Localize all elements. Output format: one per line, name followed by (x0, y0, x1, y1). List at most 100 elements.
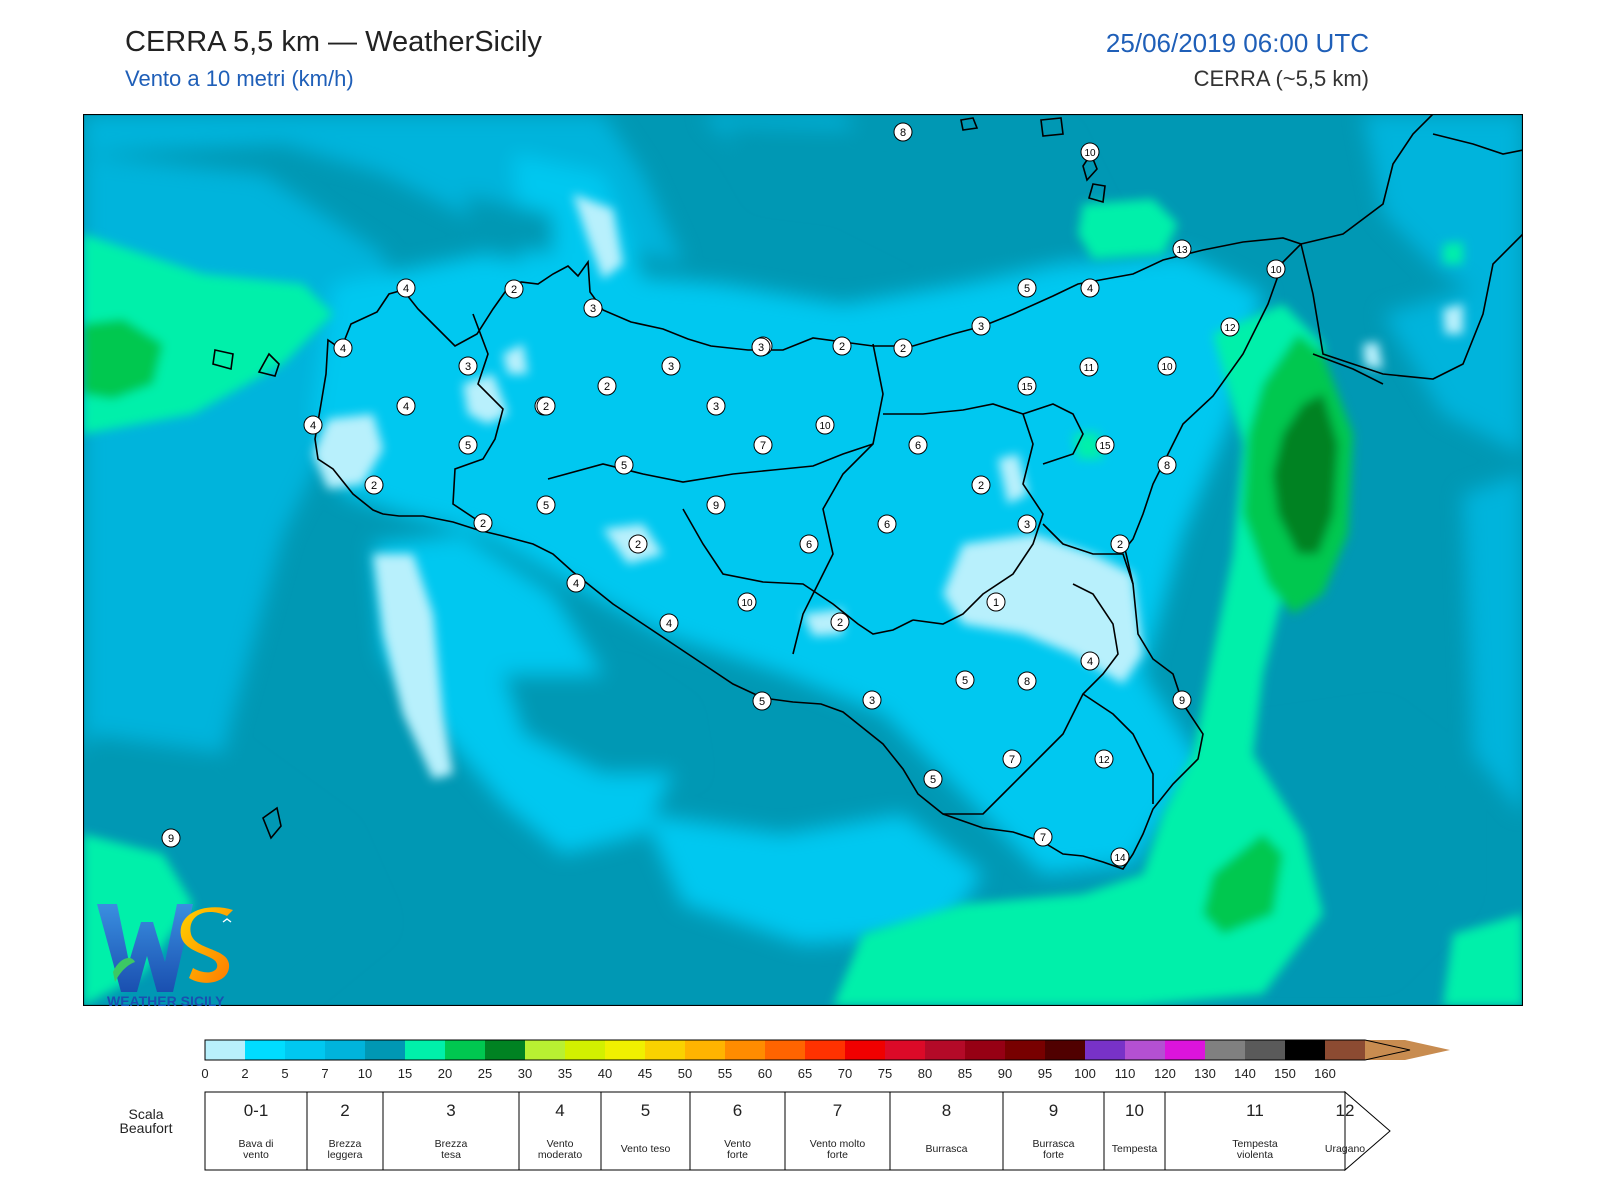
station-marker: 4 (659, 613, 679, 633)
station-circle (1033, 827, 1053, 847)
colorbar-segment (285, 1040, 325, 1060)
station-value: 14 (1114, 853, 1126, 864)
station-marker: 9 (1172, 690, 1192, 710)
station-value: 2 (371, 480, 377, 492)
station-marker: 8 (1157, 455, 1177, 475)
station-marker: 5 (1017, 278, 1037, 298)
colorbar-segment (885, 1040, 925, 1060)
station-circle (815, 415, 835, 435)
station-circle (1157, 455, 1177, 475)
colorbar-tick: 50 (678, 1066, 692, 1081)
valid-datetime: 25/06/2019 06:00 UTC (1105, 28, 1369, 58)
station-marker: 4 (566, 573, 586, 593)
station-circle (659, 613, 679, 633)
station-circle (1017, 376, 1037, 396)
colorbar-segment (205, 1040, 245, 1060)
station-marker: 2 (893, 338, 913, 358)
colorbar-tick: 45 (638, 1066, 652, 1081)
station-marker: 8 (1017, 671, 1037, 691)
station-value: 3 (869, 695, 875, 707)
colorbar-tick: 30 (518, 1066, 532, 1081)
beaufort-description: Vento molto (810, 1138, 866, 1150)
station-marker: 13 (1172, 239, 1192, 259)
colorbar-segment (1285, 1040, 1325, 1060)
station-value: 3 (465, 361, 471, 373)
colorbar-tick: 110 (1115, 1066, 1136, 1081)
colorbar-segment (525, 1040, 565, 1060)
colorbar-segment (925, 1040, 965, 1060)
station-value: 3 (668, 361, 674, 373)
station-value: 3 (978, 321, 984, 333)
station-circle (955, 670, 975, 690)
beaufort-label-1: Scala (128, 1106, 163, 1122)
station-marker: 3 (1017, 514, 1037, 534)
station-marker: 5 (923, 769, 943, 789)
station-value: 2 (604, 381, 610, 393)
station-marker: 4 (303, 415, 323, 435)
colorbar-tick: 7 (321, 1066, 328, 1081)
colorbar-tick: 70 (838, 1066, 852, 1081)
station-circle (1095, 435, 1115, 455)
beaufort-description: forte (1043, 1149, 1064, 1161)
station-value: 10 (1270, 265, 1282, 276)
station-circle (1017, 278, 1037, 298)
station-circle (1079, 357, 1099, 377)
station-value: 7 (1009, 754, 1015, 766)
station-value: 2 (480, 518, 486, 530)
beaufort-cell (306, 1091, 384, 1171)
station-circle (458, 356, 478, 376)
colorbar-segment (845, 1040, 885, 1060)
map-frame (83, 114, 1523, 1006)
station-value: 3 (1024, 519, 1030, 531)
wind-scale-legend: 0 2 5 7 10 15 20 25 30 35 40 45 50 55 60 65 70 75 80 85 90 95… (120, 1039, 1450, 1172)
beaufort-description: tesa (441, 1149, 461, 1161)
colorbar-segment (565, 1040, 605, 1060)
colorbar-tick: 80 (918, 1066, 932, 1081)
station-circle (504, 279, 524, 299)
station-markers: 8101310124235443323234432431110155257106… (161, 122, 1286, 867)
station-value: 5 (1024, 283, 1030, 295)
colorbar-segment (485, 1040, 525, 1060)
station-circle (986, 592, 1006, 612)
station-value: 5 (543, 500, 549, 512)
station-value: 3 (758, 342, 764, 354)
station-value: 4 (1087, 656, 1093, 668)
map-title: CERRA 5,5 km — WeatherSicily (125, 26, 542, 58)
station-circle (1172, 239, 1192, 259)
station-value: 9 (713, 500, 719, 512)
station-value: 4 (340, 343, 346, 355)
colorbar-segment (1245, 1040, 1285, 1060)
colorbar-segment (325, 1040, 365, 1060)
station-circle (753, 435, 773, 455)
station-marker: 3 (583, 298, 603, 318)
beaufort-description: Tempesta (1112, 1143, 1158, 1155)
colorbar-tick: 160 (1314, 1066, 1336, 1081)
station-marker: 4 (1080, 278, 1100, 298)
station-value: 7 (1040, 832, 1046, 844)
station-marker: 5 (752, 691, 772, 711)
beaufort-cell (382, 1091, 520, 1171)
station-circle (661, 356, 681, 376)
station-marker: 12 (1220, 317, 1240, 337)
station-marker: 15 (1017, 376, 1037, 396)
colorbar-tick: 85 (958, 1066, 972, 1081)
beaufort-class: 12 Uragano (1325, 1090, 1391, 1172)
station-circle (1110, 534, 1130, 554)
station-value: 5 (465, 440, 471, 452)
station-circle (923, 769, 943, 789)
beaufort-description: Brezza (329, 1138, 362, 1150)
station-circle (1017, 514, 1037, 534)
station-marker: 1 (986, 592, 1006, 612)
colorbar-tick: 35 (558, 1066, 572, 1081)
beaufort-description: Uragano (1325, 1143, 1365, 1155)
station-value: 3 (590, 303, 596, 315)
beaufort-description: Bava di (238, 1138, 273, 1150)
station-circle (971, 316, 991, 336)
colorbar-tick: 2 (241, 1066, 248, 1081)
station-value: 10 (819, 421, 831, 432)
beaufort-cell (600, 1091, 691, 1171)
station-value: 15 (1021, 382, 1033, 393)
colorbar-segment (1125, 1040, 1165, 1060)
